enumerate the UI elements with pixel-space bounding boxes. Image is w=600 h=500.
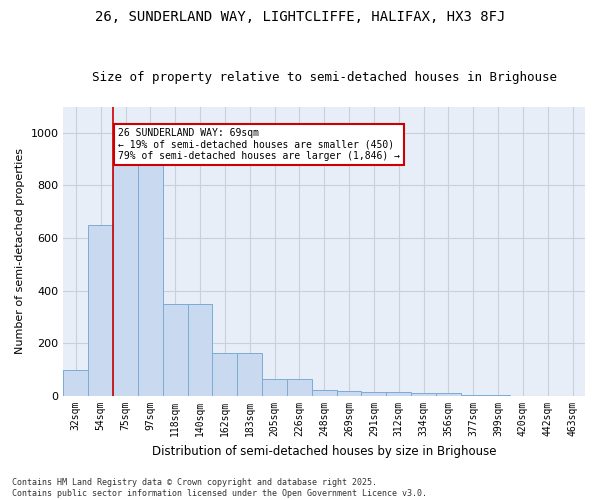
Bar [88, 225, 113, 396]
Text: 26 SUNDERLAND WAY: 69sqm
← 19% of semi-detached houses are smaller (450)
79% of : 26 SUNDERLAND WAY: 69sqm ← 19% of semi-d… [118, 128, 400, 161]
Title: Size of property relative to semi-detached houses in Brighouse: Size of property relative to semi-detach… [92, 72, 557, 85]
Bar [361, 392, 386, 396]
Bar [262, 379, 287, 396]
Bar [312, 390, 337, 396]
Bar [485, 395, 511, 396]
Bar [411, 393, 436, 396]
Bar [386, 392, 411, 396]
Bar [64, 370, 88, 396]
Bar [237, 352, 262, 396]
Bar [188, 304, 212, 396]
Text: 26, SUNDERLAND WAY, LIGHTCLIFFE, HALIFAX, HX3 8FJ: 26, SUNDERLAND WAY, LIGHTCLIFFE, HALIFAX… [95, 10, 505, 24]
Bar [461, 395, 485, 396]
X-axis label: Distribution of semi-detached houses by size in Brighouse: Distribution of semi-detached houses by … [152, 444, 496, 458]
Bar [138, 151, 163, 396]
Bar [337, 392, 361, 396]
Bar [436, 393, 461, 396]
Y-axis label: Number of semi-detached properties: Number of semi-detached properties [15, 148, 25, 354]
Text: Contains HM Land Registry data © Crown copyright and database right 2025.
Contai: Contains HM Land Registry data © Crown c… [12, 478, 427, 498]
Bar [287, 379, 312, 396]
Bar [163, 304, 188, 396]
Bar [113, 151, 138, 396]
Bar [212, 352, 237, 396]
